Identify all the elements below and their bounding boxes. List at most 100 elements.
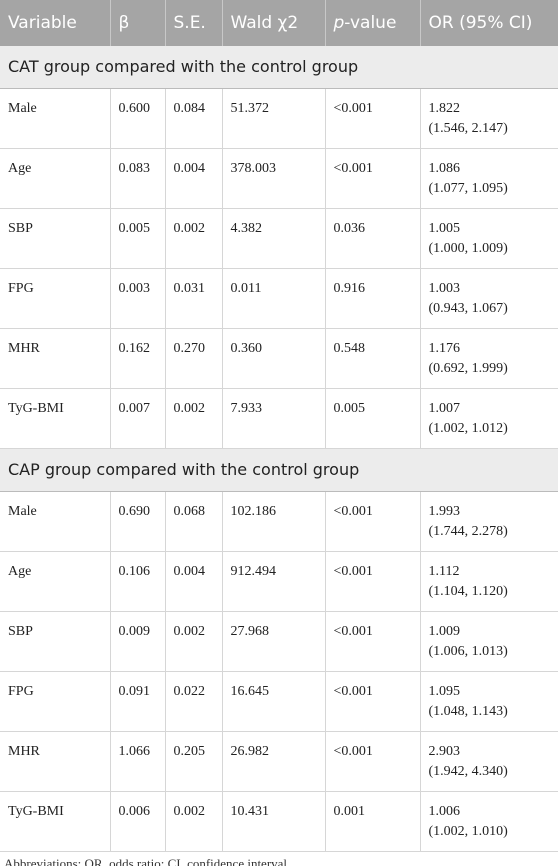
cell: 51.372 bbox=[222, 88, 326, 149]
cell: TyG-BMI bbox=[0, 388, 111, 449]
or-cell: 1.176 (0.692, 1.999) bbox=[420, 328, 558, 389]
cell: 0.106 bbox=[110, 551, 166, 612]
cell: MHR bbox=[0, 328, 111, 389]
cell: SBP bbox=[0, 208, 111, 269]
cell: 0.002 bbox=[165, 611, 223, 672]
cell: 0.004 bbox=[165, 148, 223, 209]
cell: <0.001 bbox=[325, 551, 421, 612]
cell: 0.360 bbox=[222, 328, 326, 389]
cell: 0.162 bbox=[110, 328, 166, 389]
confidence-interval: (1.546, 2.147) bbox=[428, 121, 508, 136]
confidence-interval: (1.006, 1.013) bbox=[428, 644, 508, 659]
or-cell: 1.006 (1.002, 1.010) bbox=[420, 791, 558, 852]
cell: 27.968 bbox=[222, 611, 326, 672]
cell: 0.091 bbox=[110, 671, 166, 732]
data-row: Age 0.083 0.004 378.003 <0.001 1.086 (1.077, 1… bbox=[0, 148, 558, 209]
section-row: CAP group compared with the control grou… bbox=[0, 448, 558, 492]
column-header: OR (95% CI) bbox=[420, 0, 558, 46]
odds-ratio: 1.822 bbox=[428, 101, 461, 116]
column-header: Wald χ2 bbox=[222, 0, 326, 46]
cell: 0.084 bbox=[165, 88, 223, 149]
data-row: Male 0.690 0.068 102.186 <0.001 1.993 (1.744, … bbox=[0, 491, 558, 552]
cell: 0.001 bbox=[325, 791, 421, 852]
cell: 912.494 bbox=[222, 551, 326, 612]
cell: <0.001 bbox=[325, 88, 421, 149]
column-header: Variable bbox=[0, 0, 111, 46]
odds-ratio: 1.005 bbox=[428, 221, 461, 236]
or-cell: 1.005 (1.000, 1.009) bbox=[420, 208, 558, 269]
odds-ratio: 1.112 bbox=[428, 564, 460, 579]
cell: 102.186 bbox=[222, 491, 326, 552]
section-title: CAP group compared with the control grou… bbox=[0, 448, 558, 492]
table-body: CAT group compared with the control grou… bbox=[0, 46, 558, 852]
column-header: β bbox=[110, 0, 166, 46]
cell: 1.066 bbox=[110, 731, 166, 792]
data-row: FPG 0.091 0.022 16.645 <0.001 1.095 (1.048, 1.… bbox=[0, 671, 558, 732]
confidence-interval: (1.002, 1.010) bbox=[428, 824, 508, 839]
or-cell: 1.009 (1.006, 1.013) bbox=[420, 611, 558, 672]
data-row: TyG-BMI 0.007 0.002 7.933 0.005 1.007 (1.002, … bbox=[0, 388, 558, 449]
confidence-interval: (0.692, 1.999) bbox=[428, 361, 508, 376]
cell: 10.431 bbox=[222, 791, 326, 852]
confidence-interval: (1.000, 1.009) bbox=[428, 241, 508, 256]
confidence-interval: (1.048, 1.143) bbox=[428, 704, 508, 719]
cell: 0.005 bbox=[325, 388, 421, 449]
data-row: SBP 0.005 0.002 4.382 0.036 1.005 (1.000, 1.00… bbox=[0, 208, 558, 269]
column-header-italic: p bbox=[333, 13, 345, 33]
cell: TyG-BMI bbox=[0, 791, 111, 852]
cell: 0.002 bbox=[165, 388, 223, 449]
cell: FPG bbox=[0, 268, 111, 329]
data-row: Male 0.600 0.084 51.372 <0.001 1.822 (1.546, 2… bbox=[0, 88, 558, 149]
confidence-interval: (1.942, 4.340) bbox=[428, 764, 508, 779]
confidence-interval: (1.002, 1.012) bbox=[428, 421, 508, 436]
cell: Age bbox=[0, 551, 111, 612]
confidence-interval: (1.077, 1.095) bbox=[428, 181, 508, 196]
cell: 0.004 bbox=[165, 551, 223, 612]
cell: 0.006 bbox=[110, 791, 166, 852]
confidence-interval: (0.943, 1.067) bbox=[428, 301, 508, 316]
cell: 0.007 bbox=[110, 388, 166, 449]
cell: 0.003 bbox=[110, 268, 166, 329]
data-row: SBP 0.009 0.002 27.968 <0.001 1.009 (1.006, 1.… bbox=[0, 611, 558, 672]
or-cell: 1.822 (1.546, 2.147) bbox=[420, 88, 558, 149]
data-row: FPG 0.003 0.031 0.011 0.916 1.003 (0.943, 1.06… bbox=[0, 268, 558, 329]
column-header-text: -value bbox=[344, 13, 397, 33]
cell: 26.982 bbox=[222, 731, 326, 792]
confidence-interval: (1.104, 1.120) bbox=[428, 584, 508, 599]
cell: 16.645 bbox=[222, 671, 326, 732]
cell: 0.270 bbox=[165, 328, 223, 389]
cell: 0.690 bbox=[110, 491, 166, 552]
cell: MHR bbox=[0, 731, 111, 792]
cell: 4.382 bbox=[222, 208, 326, 269]
column-header: S.E. bbox=[165, 0, 223, 46]
data-row: MHR 0.162 0.270 0.360 0.548 1.176 (0.692, 1.99… bbox=[0, 328, 558, 389]
cell: 0.083 bbox=[110, 148, 166, 209]
cell: <0.001 bbox=[325, 671, 421, 732]
cell: 378.003 bbox=[222, 148, 326, 209]
or-cell: 1.003 (0.943, 1.067) bbox=[420, 268, 558, 329]
cell: 0.002 bbox=[165, 791, 223, 852]
cell: 0.068 bbox=[165, 491, 223, 552]
data-row: Age 0.106 0.004 912.494 <0.001 1.112 (1.104, 1… bbox=[0, 551, 558, 612]
confidence-interval: (1.744, 2.278) bbox=[428, 524, 508, 539]
cell: <0.001 bbox=[325, 731, 421, 792]
cell: <0.001 bbox=[325, 611, 421, 672]
section-title: CAT group compared with the control grou… bbox=[0, 46, 558, 89]
header-row: Variable β S.E. Wald χ2 p-value OR (95% CI) bbox=[0, 0, 558, 46]
cell: 7.933 bbox=[222, 388, 326, 449]
odds-ratio: 1.095 bbox=[428, 684, 461, 699]
cell: 0.031 bbox=[165, 268, 223, 329]
odds-ratio: 1.993 bbox=[428, 504, 461, 519]
cell: <0.001 bbox=[325, 491, 421, 552]
data-row: MHR 1.066 0.205 26.982 <0.001 2.903 (1.942, 4.… bbox=[0, 731, 558, 792]
or-cell: 1.993 (1.744, 2.278) bbox=[420, 491, 558, 552]
cell: 0.009 bbox=[110, 611, 166, 672]
cell: Age bbox=[0, 148, 111, 209]
odds-ratio: 1.007 bbox=[428, 401, 461, 416]
cell: 0.036 bbox=[325, 208, 421, 269]
column-header: p-value bbox=[325, 0, 421, 46]
section-row: CAT group compared with the control grou… bbox=[0, 46, 558, 89]
odds-ratio: 1.086 bbox=[428, 161, 461, 176]
